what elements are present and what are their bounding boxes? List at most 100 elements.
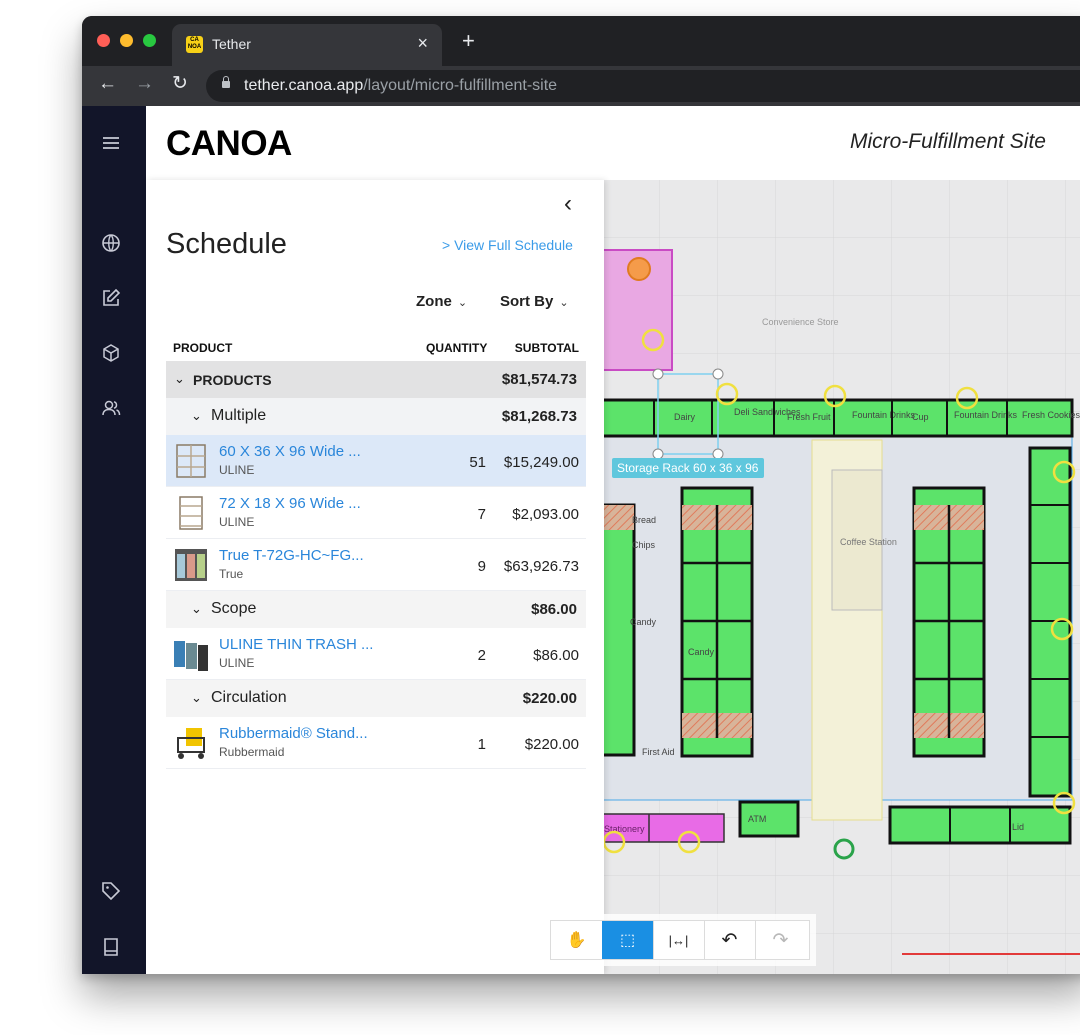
group-label: Circulation [211, 689, 287, 706]
resize-handle[interactable] [712, 368, 724, 380]
schedule-table: ⌄ PRODUCTS $81,574.73 ⌄ Multiple $81,268… [166, 361, 586, 769]
fixture-marker-icon[interactable] [1050, 617, 1074, 641]
group-label: Multiple [211, 407, 267, 424]
coffee-station[interactable] [831, 469, 883, 611]
back-arrow-icon[interactable]: ← [98, 73, 117, 94]
tether-favicon-icon: CA NOA [186, 36, 203, 53]
book-icon[interactable] [100, 936, 122, 958]
table-row[interactable]: True T-72G-HC~FG... True 9 $63,926.73 [166, 539, 586, 591]
lock-marker-icon[interactable] [627, 257, 651, 281]
group-subtotal: $81,574.73 [501, 371, 577, 388]
reload-icon[interactable]: ↻ [172, 73, 188, 94]
resize-handle[interactable] [712, 448, 724, 460]
fixture-marker-icon[interactable] [715, 382, 739, 406]
forward-arrow-icon[interactable]: → [135, 73, 154, 94]
product-name[interactable]: ULINE THIN TRASH ... [219, 636, 374, 653]
canoa-logo[interactable]: CANOA [166, 124, 292, 163]
product-quantity: 2 [477, 647, 486, 664]
chevron-down-icon[interactable]: ⌄ [191, 601, 202, 616]
selection-box[interactable] [657, 373, 719, 455]
canvas-toolbar: ✋ ⬚ |↔| ↶ ↷ [550, 920, 810, 960]
maximize-window-button[interactable] [143, 34, 156, 47]
browser-tab[interactable]: CA NOA Tether × [172, 24, 442, 66]
fixture-marker-icon[interactable] [823, 384, 847, 408]
product-name[interactable]: Rubbermaid® Stand... [219, 725, 368, 742]
tab-title: Tether [212, 36, 251, 52]
column-header-product[interactable]: PRODUCT [173, 341, 233, 355]
fp-label-candy: Candy [630, 617, 657, 627]
shelf-unit[interactable] [602, 503, 636, 757]
table-row[interactable]: ULINE THIN TRASH ... ULINE 2 $86.00 [166, 628, 586, 680]
select-tool-icon[interactable]: ⬚ [602, 921, 654, 959]
table-header: PRODUCT QUANTITY SUBTOTAL [166, 338, 586, 360]
pan-tool-icon[interactable]: ✋ [551, 921, 603, 959]
fp-label-first-aid: First Aid [642, 747, 675, 757]
schedule-panel: ‹ Schedule > View Full Schedule Zone ⌄ So… [146, 180, 604, 974]
menu-icon[interactable] [100, 132, 122, 154]
fixture-marker-icon[interactable] [602, 830, 626, 854]
floorplan-drawing[interactable]: Convenience Store Dairy Deli Sandwiches … [602, 180, 1080, 974]
chevron-down-icon[interactable]: ⌄ [191, 690, 202, 705]
atm[interactable] [738, 800, 800, 838]
entrance-marker-icon[interactable] [833, 838, 855, 860]
tag-icon[interactable] [100, 880, 122, 902]
shelf-thumbnail-icon [179, 496, 203, 530]
measure-tool-icon[interactable]: |↔| [653, 921, 705, 959]
resize-handle[interactable] [652, 448, 664, 460]
users-icon[interactable] [100, 397, 122, 419]
group-row-multiple[interactable]: ⌄ Multiple $81,268.73 [166, 398, 586, 435]
close-window-button[interactable] [97, 34, 110, 47]
product-brand: Rubbermaid [219, 745, 285, 759]
fixture-marker-icon[interactable] [1052, 791, 1076, 815]
url-host: tether.canoa.app [244, 77, 364, 94]
group-row-scope[interactable]: ⌄ Scope $86.00 [166, 591, 586, 628]
zone-filter-dropdown[interactable]: Zone ⌄ [416, 293, 467, 310]
table-row[interactable]: Rubbermaid® Stand... Rubbermaid 1 $220.0… [166, 717, 586, 769]
product-quantity: 1 [477, 736, 486, 753]
box-icon[interactable] [100, 342, 122, 364]
sort-by-dropdown[interactable]: Sort By ⌄ [500, 293, 569, 310]
edit-icon[interactable] [100, 287, 122, 309]
collapse-panel-icon[interactable]: ‹ [564, 190, 572, 217]
url-text: tether.canoa.app/layout/micro-fulfillmen… [244, 77, 557, 95]
fixture-marker-icon[interactable] [677, 830, 701, 854]
fp-label-coffee: Coffee Station [840, 537, 897, 547]
address-bar[interactable]: tether.canoa.app/layout/micro-fulfillmen… [206, 70, 1080, 102]
group-row-circulation[interactable]: ⌄ Circulation $220.00 [166, 680, 586, 717]
undo-icon[interactable]: ↶ [704, 921, 756, 959]
fixture-marker-icon[interactable] [641, 328, 665, 352]
table-row[interactable]: 60 X 36 X 96 Wide ... ULINE 51 $15,249.0… [166, 435, 586, 487]
trash-bin-thumbnail-icon [174, 641, 208, 671]
product-subtotal: $63,926.73 [503, 558, 579, 575]
fridge-thumbnail-icon [175, 549, 207, 581]
fixture-marker-icon[interactable] [955, 386, 979, 410]
column-header-subtotal[interactable]: SUBTOTAL [514, 341, 579, 355]
product-name[interactable]: 72 X 18 X 96 Wide ... [219, 495, 361, 512]
tab-bar: CA NOA Tether × + [82, 16, 1080, 66]
app-header: CANOA Micro-Fulfillment Site [146, 106, 1080, 181]
view-full-schedule-link[interactable]: > View Full Schedule [442, 237, 573, 253]
chevron-down-icon: ⌄ [457, 297, 468, 309]
product-brand: ULINE [219, 656, 255, 670]
zone-filter-label: Zone [416, 293, 452, 310]
table-row[interactable]: 72 X 18 X 96 Wide ... ULINE 7 $2,093.00 [166, 487, 586, 539]
schedule-title: Schedule [166, 228, 287, 260]
floorplan-canvas[interactable]: Convenience Store Dairy Deli Sandwiches … [602, 180, 1080, 974]
minimize-window-button[interactable] [120, 34, 133, 47]
group-subtotal: $86.00 [531, 601, 577, 618]
resize-handle[interactable] [652, 368, 664, 380]
chevron-down-icon[interactable]: ⌄ [174, 371, 185, 386]
fp-label-dairy: Dairy [674, 412, 696, 422]
product-name[interactable]: True T-72G-HC~FG... [219, 547, 364, 564]
globe-icon[interactable] [100, 232, 122, 254]
selection-label: Storage Rack 60 x 36 x 96 [617, 461, 759, 475]
tab-close-icon[interactable]: × [417, 33, 428, 53]
chevron-down-icon[interactable]: ⌄ [191, 408, 202, 423]
product-brand: ULINE [219, 463, 255, 477]
bottom-shelving[interactable] [888, 805, 1072, 845]
column-header-quantity[interactable]: QUANTITY [426, 341, 488, 355]
group-row-products[interactable]: ⌄ PRODUCTS $81,574.73 [166, 361, 586, 398]
product-name[interactable]: 60 X 36 X 96 Wide ... [219, 443, 361, 460]
new-tab-button[interactable]: + [462, 28, 475, 53]
fixture-marker-icon[interactable] [1052, 460, 1076, 484]
